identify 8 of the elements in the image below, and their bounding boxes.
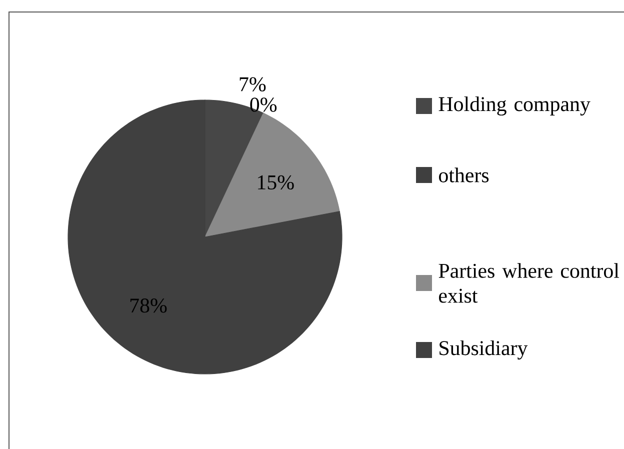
legend-label: Parties where control exist [438, 263, 620, 303]
data-label: 15% [258, 175, 294, 190]
legend-label: others [439, 168, 489, 182]
data-label: 7% [240, 77, 266, 92]
legend-label: Subsidiary [440, 340, 528, 360]
text: 0% [250, 98, 277, 112]
data-label: 78% [130, 298, 167, 313]
legend-label: Holding company [438, 96, 590, 116]
